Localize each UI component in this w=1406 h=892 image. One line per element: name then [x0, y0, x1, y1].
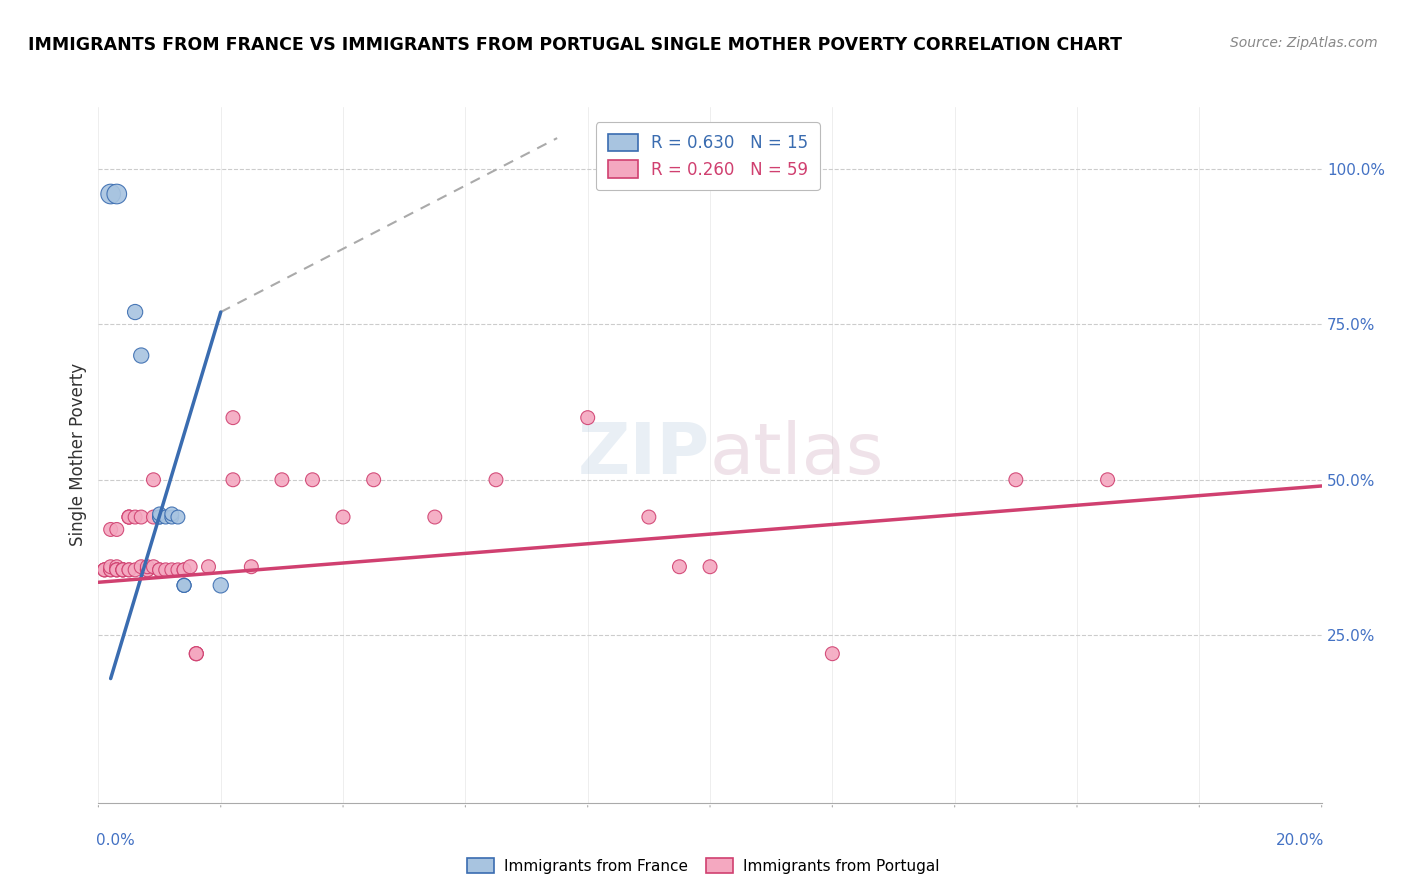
Point [118, 510, 141, 524]
Point [222, 410, 245, 425]
Point [105, 523, 128, 537]
Point [301, 473, 323, 487]
Point [111, 563, 134, 577]
Point [100, 563, 122, 577]
Point [173, 563, 195, 577]
Text: 20.0%: 20.0% [1277, 833, 1324, 848]
Point [332, 510, 354, 524]
Point [186, 647, 208, 661]
Point [179, 559, 201, 574]
Point [142, 473, 165, 487]
Point [149, 510, 172, 524]
Point [270, 473, 292, 487]
Point [173, 578, 195, 592]
Text: ZIP: ZIP [578, 420, 710, 490]
Point [142, 510, 165, 524]
Point [111, 563, 134, 577]
Point [118, 510, 141, 524]
Point [93, 563, 115, 577]
Point [111, 563, 134, 577]
Point [173, 578, 195, 592]
Point [668, 559, 690, 574]
Point [1004, 473, 1026, 487]
Point [124, 305, 146, 319]
Point [129, 349, 152, 363]
Point [100, 563, 122, 577]
Point [1097, 473, 1119, 487]
Legend: Immigrants from France, Immigrants from Portugal: Immigrants from France, Immigrants from … [461, 852, 945, 880]
Text: IMMIGRANTS FROM FRANCE VS IMMIGRANTS FROM PORTUGAL SINGLE MOTHER POVERTY CORRELA: IMMIGRANTS FROM FRANCE VS IMMIGRANTS FRO… [28, 36, 1122, 54]
Point [160, 507, 183, 521]
Point [186, 647, 208, 661]
Point [105, 187, 128, 202]
Point [197, 559, 219, 574]
Point [118, 563, 141, 577]
Text: atlas: atlas [710, 420, 884, 490]
Point [149, 563, 172, 577]
Point [100, 559, 122, 574]
Point [129, 510, 152, 524]
Point [124, 510, 146, 524]
Text: Source: ZipAtlas.com: Source: ZipAtlas.com [1230, 36, 1378, 50]
Point [124, 563, 146, 577]
Point [363, 473, 385, 487]
Point [105, 563, 128, 577]
Point [240, 559, 263, 574]
Text: 0.0%: 0.0% [96, 833, 135, 848]
Point [821, 647, 844, 661]
Point [155, 510, 177, 524]
Point [186, 647, 208, 661]
Point [423, 510, 446, 524]
Point [129, 559, 152, 574]
Y-axis label: Single Mother Poverty: Single Mother Poverty [69, 363, 87, 547]
Point [173, 563, 195, 577]
Point [173, 578, 195, 592]
Point [209, 578, 232, 592]
Point [105, 563, 128, 577]
Point [167, 510, 190, 524]
Point [699, 559, 721, 574]
Point [167, 563, 190, 577]
Point [136, 563, 159, 577]
Point [160, 563, 183, 577]
Point [136, 563, 159, 577]
Point [149, 563, 172, 577]
Point [149, 510, 172, 524]
Point [111, 563, 134, 577]
Point [100, 523, 122, 537]
Point [105, 563, 128, 577]
Point [100, 187, 122, 202]
Point [136, 559, 159, 574]
Point [93, 563, 115, 577]
Point [576, 410, 599, 425]
Point [149, 507, 172, 521]
Point [105, 559, 128, 574]
Point [485, 473, 508, 487]
Legend: R = 0.630   N = 15, R = 0.260   N = 59: R = 0.630 N = 15, R = 0.260 N = 59 [596, 122, 820, 190]
Point [637, 510, 661, 524]
Point [222, 473, 245, 487]
Point [118, 563, 141, 577]
Point [118, 510, 141, 524]
Point [142, 559, 165, 574]
Point [93, 563, 115, 577]
Point [160, 510, 183, 524]
Point [155, 563, 177, 577]
